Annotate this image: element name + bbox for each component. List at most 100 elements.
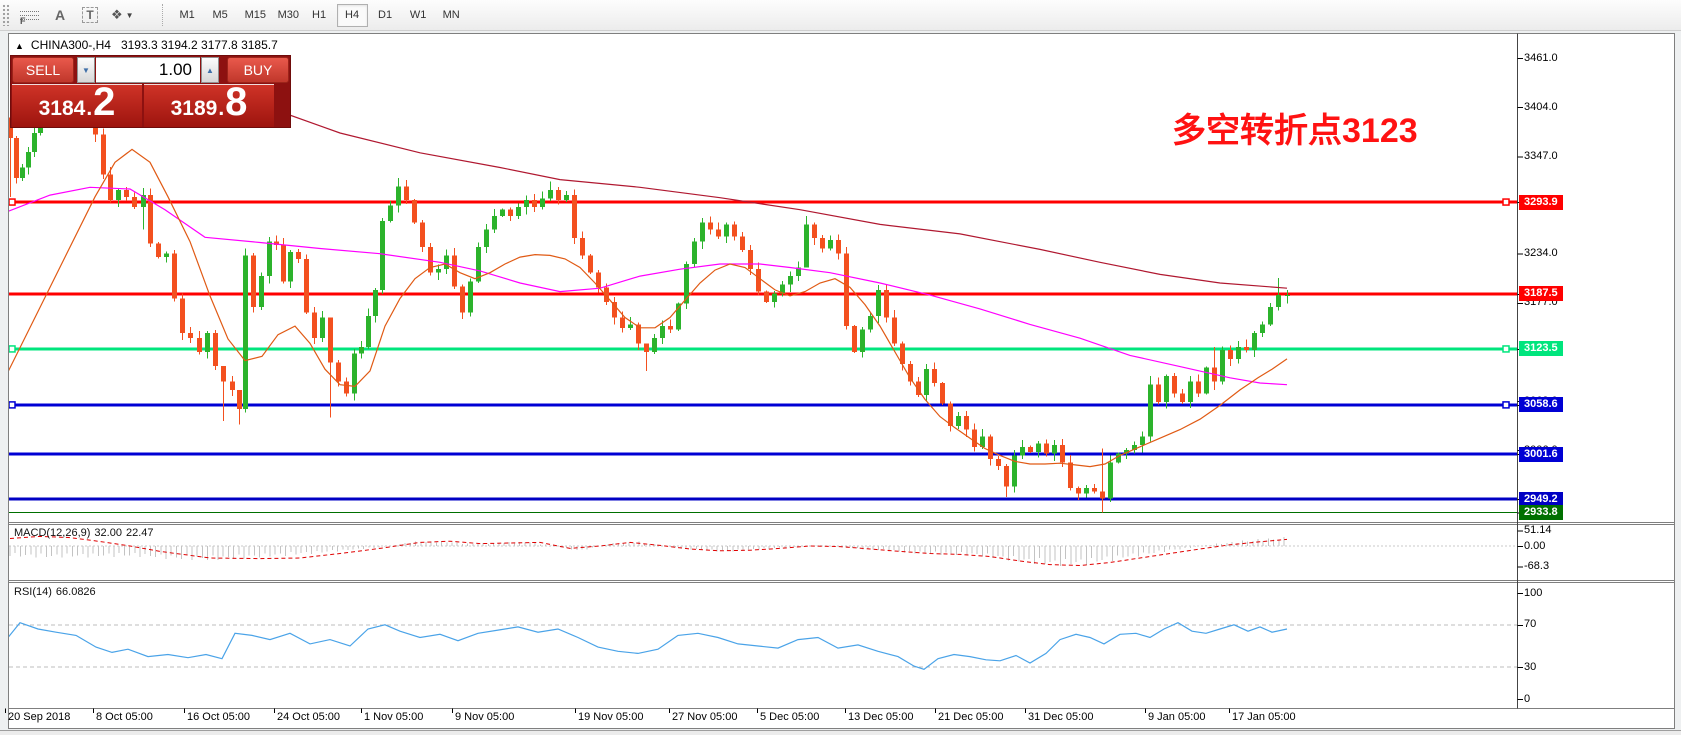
volume-input[interactable]: [96, 57, 200, 83]
ma-fast: [9, 148, 1288, 468]
candle: [259, 276, 264, 308]
label-tool-button[interactable]: T: [76, 3, 104, 28]
line-anchor-handle[interactable]: [9, 401, 16, 409]
candle: [636, 324, 641, 344]
candle: [388, 205, 393, 221]
rsi-label: RSI(14): [14, 586, 52, 598]
timeframe-button-m5[interactable]: M5: [205, 4, 236, 27]
buy-button[interactable]: BUY: [227, 57, 289, 83]
candle: [604, 287, 609, 302]
timeframe-button-mn[interactable]: MN: [436, 4, 467, 27]
candle: [596, 272, 601, 288]
candle: [708, 222, 713, 230]
candle: [852, 326, 857, 352]
candle: [948, 403, 953, 427]
text-tool-button[interactable]: A: [46, 3, 74, 28]
dropdown-caret-icon: ▼: [125, 10, 134, 20]
candle: [1100, 491, 1105, 499]
candle: [141, 195, 146, 208]
line-anchor-handle[interactable]: [1502, 198, 1510, 206]
candle: [788, 276, 793, 285]
candle: [296, 251, 301, 259]
candle: [1044, 443, 1049, 454]
line-anchor-handle[interactable]: [1502, 345, 1510, 353]
candle: [1140, 436, 1145, 446]
candle: [188, 333, 193, 339]
symbol-title: CHINA300-,H4: [30, 38, 111, 52]
bid-price[interactable]: 3184. 2: [12, 82, 142, 127]
line-anchor-handle[interactable]: [9, 198, 16, 206]
ask-price[interactable]: 3189. 8: [144, 82, 274, 127]
candle: [964, 415, 969, 430]
rsi-pane[interactable]: [8, 621, 1517, 670]
candle: [796, 267, 801, 277]
candle: [230, 381, 235, 390]
candle: [205, 333, 210, 352]
candle: [1036, 443, 1041, 452]
candle: [468, 281, 473, 313]
candle: [908, 364, 913, 382]
candle: [1116, 453, 1121, 463]
chart-annotation-text[interactable]: 多空转折点3123: [1172, 112, 1418, 150]
timeframe-button-m1[interactable]: M1: [172, 4, 203, 27]
window-bottom-strip: [0, 730, 1681, 735]
candle: [164, 253, 169, 258]
candle: [660, 326, 665, 339]
volume-decrease-button[interactable]: ▼: [77, 57, 95, 83]
macd-signal-value: 22.47: [125, 527, 154, 539]
candle: [26, 151, 31, 168]
candle: [1068, 462, 1073, 489]
macd-main-value: 32.00: [94, 527, 122, 539]
candle: [1188, 381, 1193, 402]
candle: [1260, 324, 1265, 333]
candle: [14, 138, 19, 178]
volume-increase-button[interactable]: ▲: [201, 57, 219, 83]
timeframe-button-h1[interactable]: H1: [304, 4, 335, 27]
fibonacci-tool-button[interactable]: F: [15, 3, 44, 28]
timeframe-button-m15[interactable]: M15: [238, 4, 269, 27]
candle: [668, 326, 673, 330]
ask-dot: .: [218, 97, 225, 120]
candle: [420, 222, 425, 247]
label-icon: T: [82, 7, 98, 23]
rsi-pane-title: RSI(14) 66.0826: [14, 586, 100, 598]
candle: [732, 224, 737, 237]
candle: [676, 303, 681, 330]
candle: [412, 200, 417, 223]
timeframe-button-w1[interactable]: W1: [403, 4, 434, 27]
candle: [404, 186, 409, 201]
candle: [860, 329, 865, 352]
candle: [148, 195, 153, 244]
candle: [1028, 446, 1033, 452]
candle: [684, 264, 689, 304]
price-pane[interactable]: [8, 77, 1517, 513]
candle: [1228, 350, 1233, 359]
timeframe-button-d1[interactable]: D1: [370, 4, 401, 27]
candle: [1060, 445, 1065, 463]
timeframe-button-h4[interactable]: H4: [336, 3, 368, 27]
candle: [844, 253, 849, 327]
line-anchor-handle[interactable]: [1502, 401, 1510, 409]
candle: [716, 229, 721, 237]
candle: [132, 196, 137, 208]
candle: [172, 253, 177, 299]
toolbar-drag-handle[interactable]: [2, 4, 10, 26]
rsi-value: 66.0826: [55, 586, 96, 598]
candle: [572, 195, 577, 239]
candle: [251, 255, 256, 308]
candle: [492, 215, 497, 230]
collapse-icon[interactable]: ▲: [15, 41, 24, 51]
candle: [772, 293, 777, 302]
arrows-tool-button[interactable]: ❖ ▼: [106, 3, 139, 28]
candle: [940, 383, 945, 404]
ohlc-values: 3193.3 3194.2 3177.8 3185.7: [120, 38, 278, 52]
fibonacci-icon: F: [20, 8, 39, 26]
candle: [359, 346, 364, 354]
timeframe-button-m30[interactable]: M30: [271, 4, 302, 27]
macd-pane[interactable]: [9, 535, 1517, 567]
candle: [380, 220, 385, 290]
sell-button[interactable]: SELL: [12, 57, 74, 83]
line-anchor-handle[interactable]: [9, 345, 16, 353]
candle: [101, 134, 106, 175]
